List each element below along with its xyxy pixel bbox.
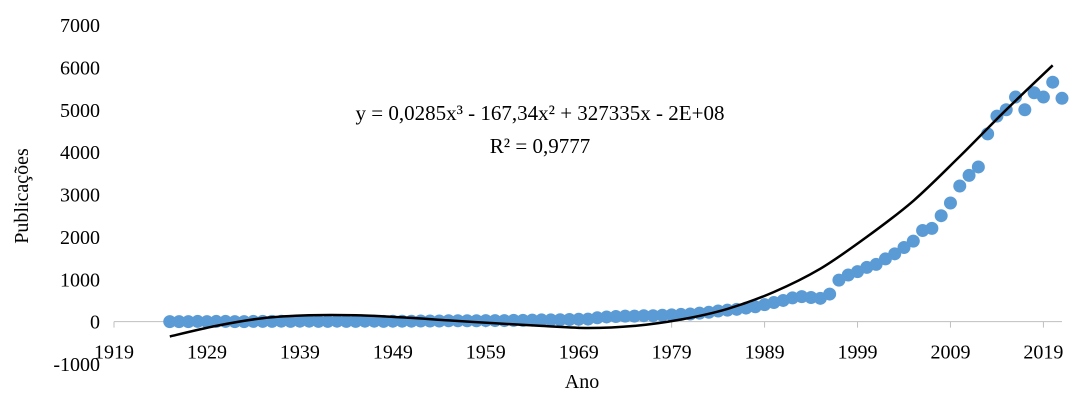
data-point xyxy=(934,209,948,223)
y-tick-label: 5000 xyxy=(60,100,100,122)
data-point xyxy=(655,308,669,322)
data-point xyxy=(367,314,381,328)
data-point xyxy=(311,314,325,328)
x-tick-label: 2019 xyxy=(1023,342,1063,364)
data-point xyxy=(200,315,214,329)
data-point xyxy=(795,290,809,304)
y-tick-label: -1000 xyxy=(53,354,100,376)
y-tick-label: 3000 xyxy=(60,185,100,207)
data-point xyxy=(349,314,363,328)
x-tick-label: 1979 xyxy=(652,342,692,364)
data-point xyxy=(1009,90,1023,104)
x-tick-label: 1919 xyxy=(94,342,134,364)
data-point xyxy=(172,315,186,329)
data-point xyxy=(823,287,837,301)
trendline-equation: y = 0,0285x³ - 167,34x² + 327335x - 2E+0… xyxy=(356,101,725,125)
x-axis-ticks: 1919 1929 1939 1949 1959 1969 1979 1989 1999 2009… xyxy=(94,321,1063,364)
data-point xyxy=(609,310,623,324)
data-point xyxy=(544,313,558,327)
data-point xyxy=(888,247,902,261)
data-point xyxy=(590,311,604,325)
data-point xyxy=(358,314,372,328)
y-tick-label: 2000 xyxy=(60,227,100,249)
data-point xyxy=(377,314,391,328)
data-point xyxy=(525,313,539,327)
data-point xyxy=(293,314,307,328)
data-point xyxy=(600,310,614,324)
data-point xyxy=(804,290,818,304)
x-tick-label: 1969 xyxy=(559,342,599,364)
x-tick-label: 1939 xyxy=(280,342,320,364)
y-tick-label: 7000 xyxy=(60,15,100,37)
data-point xyxy=(990,109,1004,123)
data-point xyxy=(646,309,660,323)
data-point xyxy=(953,179,967,193)
data-point xyxy=(906,234,920,248)
data-point xyxy=(469,314,483,328)
data-point xyxy=(627,309,641,323)
data-point xyxy=(637,309,651,323)
y-tick-label: 4000 xyxy=(60,142,100,164)
data-point xyxy=(191,314,205,328)
x-axis-title: Ano xyxy=(565,371,599,393)
x-tick-label: 1929 xyxy=(187,342,227,364)
x-tick-label: 1999 xyxy=(838,342,878,364)
data-point xyxy=(562,313,576,327)
x-tick-label: 1989 xyxy=(745,342,785,364)
data-point xyxy=(302,314,316,328)
data-point xyxy=(618,309,632,323)
data-point xyxy=(321,314,335,328)
data-point xyxy=(572,312,586,326)
y-tick-label: 0 xyxy=(90,312,100,334)
data-point xyxy=(181,315,195,329)
trendline xyxy=(169,64,1054,338)
data-point xyxy=(925,221,939,235)
y-tick-label: 1000 xyxy=(60,269,100,291)
data-point xyxy=(1046,75,1060,89)
data-point xyxy=(163,315,177,329)
x-tick-label: 1959 xyxy=(466,342,506,364)
x-tick-label: 1949 xyxy=(373,342,413,364)
r-squared-label: R² = 0,9777 xyxy=(490,134,590,158)
y-tick-label: 6000 xyxy=(60,57,100,79)
data-point xyxy=(553,313,567,327)
y-axis-title: Publicações xyxy=(11,148,33,244)
data-point xyxy=(962,168,976,182)
data-point xyxy=(943,196,957,210)
data-point xyxy=(665,308,679,322)
data-point xyxy=(330,314,344,328)
data-point xyxy=(1055,91,1069,105)
data-point xyxy=(284,314,298,328)
data-point xyxy=(535,313,549,327)
x-tick-label: 2009 xyxy=(930,342,970,364)
data-point xyxy=(1018,103,1032,117)
data-point xyxy=(339,314,353,328)
data-point xyxy=(1036,90,1050,104)
data-point xyxy=(971,160,985,174)
data-point xyxy=(897,240,911,254)
y-axis-ticks: -1000 0 1000 2000 3000 4000 5000 6000 7000 xyxy=(53,15,100,376)
